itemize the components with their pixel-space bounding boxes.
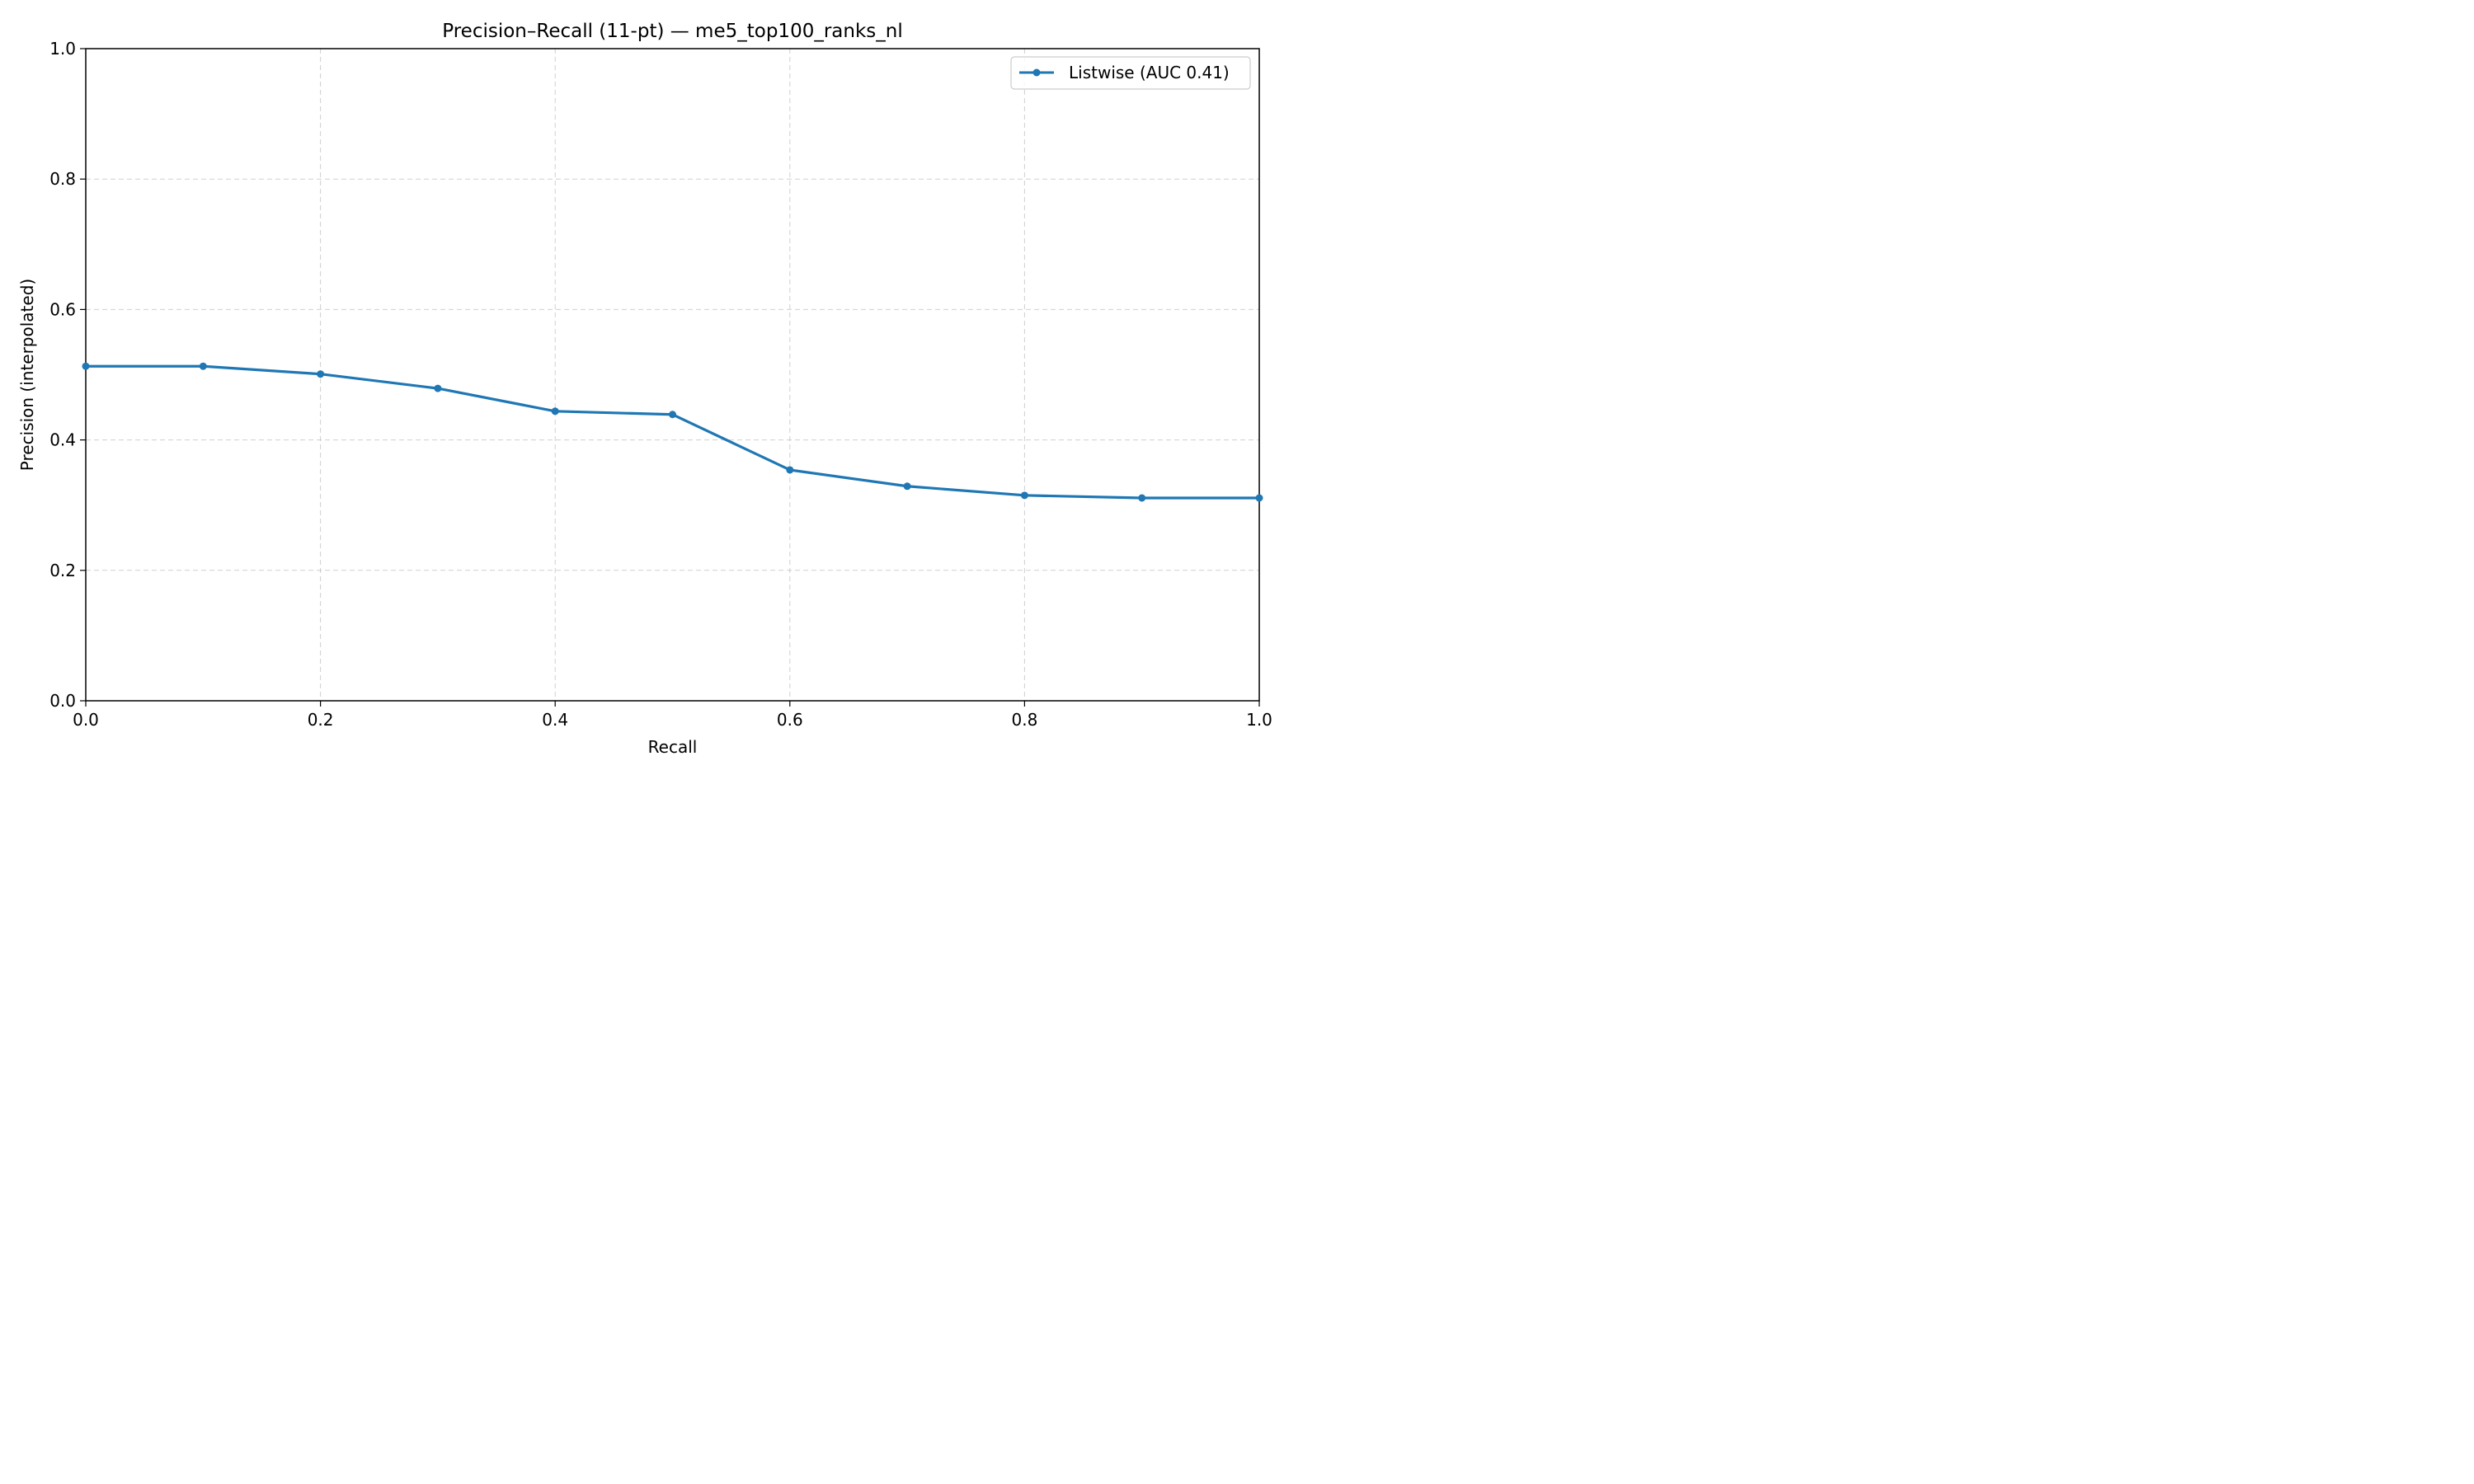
legend-label: Listwise (AUC 0.41) [1069, 63, 1230, 82]
x-tick-label: 0.8 [1011, 710, 1037, 730]
x-axis-ticks: 0.0 0.2 0.4 0.6 0.8 1.0 [73, 701, 1272, 730]
y-tick-label: 0.4 [49, 430, 76, 450]
pr-chart: 0.0 0.2 0.4 0.6 0.8 1.0 0.0 0.2 0.4 0.6 0.8 1.0 Pr… [17, 21, 1272, 757]
data-point [199, 362, 207, 370]
data-point [903, 482, 911, 491]
x-tick-label: 0.4 [542, 710, 568, 730]
y-tick-label: 0.0 [49, 691, 76, 711]
y-axis-label: Precision (interpolated) [17, 279, 37, 471]
data-point [82, 362, 90, 370]
data-point [551, 407, 559, 416]
x-tick-label: 0.2 [308, 710, 334, 730]
legend: Listwise (AUC 0.41) [1010, 56, 1251, 90]
legend-box [1010, 56, 1251, 90]
data-point [1020, 491, 1028, 500]
y-tick-label: 1.0 [49, 39, 76, 59]
data-point [1255, 494, 1263, 502]
x-axis-label: Recall [648, 737, 698, 757]
y-tick-label: 0.8 [49, 169, 76, 189]
x-tick-label: 0.0 [73, 710, 99, 730]
data-point [317, 370, 325, 378]
legend-marker-swatch [1032, 68, 1041, 77]
data-point [786, 466, 794, 474]
data-point [669, 411, 676, 419]
plot-area-frame [85, 48, 1260, 702]
series-group [82, 362, 1263, 502]
x-tick-label: 1.0 [1246, 710, 1272, 730]
y-tick-label: 0.2 [49, 561, 76, 580]
x-tick-label: 0.6 [777, 710, 803, 730]
chart-title: Precision–Recall (11-pt) — me5_top100_ra… [442, 21, 902, 42]
y-axis-ticks: 0.0 0.2 0.4 0.6 0.8 1.0 [49, 39, 86, 711]
grid-lines [85, 48, 1260, 702]
data-point [434, 384, 442, 392]
data-point [1138, 494, 1146, 502]
series-line [86, 364, 1259, 500]
y-tick-label: 0.6 [49, 299, 76, 319]
